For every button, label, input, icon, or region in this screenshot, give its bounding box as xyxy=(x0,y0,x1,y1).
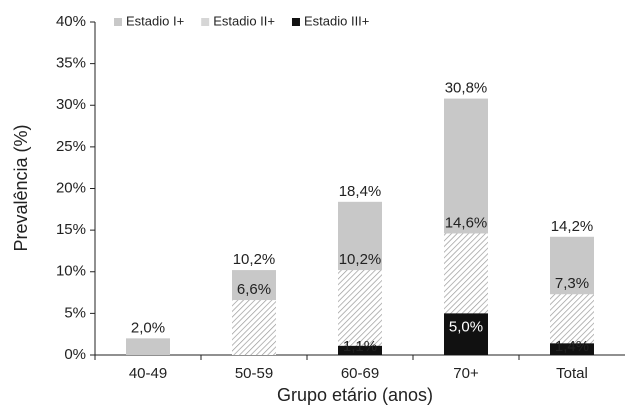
y-tick-label: 10% xyxy=(56,263,86,280)
bar xyxy=(444,313,488,355)
y-tick-label: 0% xyxy=(64,346,86,363)
y-tick-label: 40% xyxy=(56,13,86,30)
x-tick-label: Total xyxy=(556,365,588,382)
value-label: 7,3% xyxy=(555,275,589,292)
value-label: 18,4% xyxy=(339,183,382,200)
value-label: 6,6% xyxy=(237,281,271,298)
y-tick-label: 20% xyxy=(56,179,86,196)
y-tick-label: 35% xyxy=(56,55,86,72)
value-label: 10,2% xyxy=(339,251,382,268)
value-label: 1,4% xyxy=(555,338,589,355)
value-label: 30,8% xyxy=(445,80,488,97)
bar xyxy=(338,345,382,355)
bar xyxy=(550,343,594,355)
value-label: 10,2% xyxy=(233,251,276,268)
legend-swatch xyxy=(291,18,300,26)
x-tick-label: 60-69 xyxy=(341,365,379,382)
y-tick-label: 25% xyxy=(56,138,86,155)
value-label: 14,6% xyxy=(445,214,488,231)
value-label: 5,0% xyxy=(449,318,483,335)
legend-swatch xyxy=(114,18,122,26)
value-label: 1,1% xyxy=(343,338,377,355)
legend-label: Estadio III+ xyxy=(304,13,369,28)
y-tick-label: 30% xyxy=(56,96,86,113)
legend-swatch xyxy=(201,18,210,26)
value-label: 2,0% xyxy=(131,319,165,336)
y-tick-label: 15% xyxy=(56,221,86,238)
bar xyxy=(338,270,382,355)
y-axis-title: Prevalência (%) xyxy=(11,124,31,251)
x-tick-label: 50-59 xyxy=(235,365,273,382)
bar xyxy=(126,338,170,355)
y-tick-label: 5% xyxy=(64,304,86,321)
x-tick-label: 70+ xyxy=(453,365,479,382)
x-tick-label: 40-49 xyxy=(129,365,167,382)
value-label: 14,2% xyxy=(551,218,594,235)
legend-label: Estadio II+ xyxy=(213,13,275,28)
legend-label: Estadio I+ xyxy=(126,13,184,28)
x-axis-title: Grupo etário (anos) xyxy=(277,385,433,405)
bar xyxy=(232,300,276,355)
